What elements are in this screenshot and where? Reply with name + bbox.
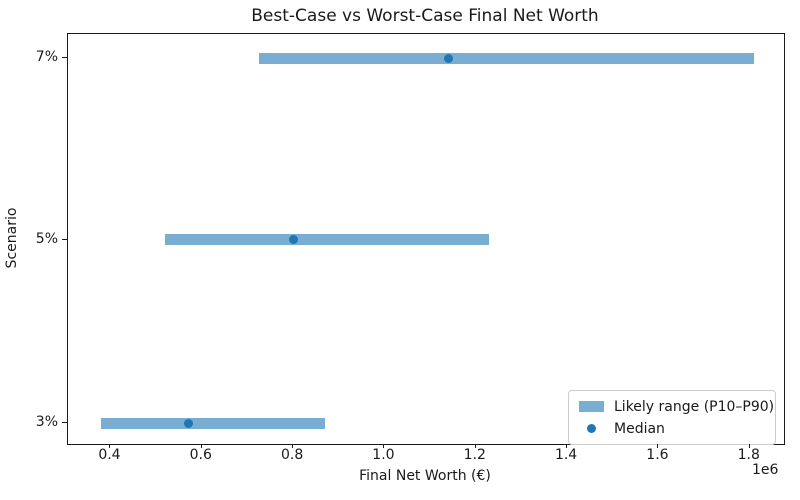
y-tick-label-7%: 7% — [35, 49, 58, 65]
x-tick-mark — [474, 444, 476, 448]
x-axis-label: Final Net Worth (€) — [359, 468, 491, 484]
legend: Likely range (P10–P90) Median — [568, 390, 776, 445]
x-tick-label-1.2: 1.2 — [463, 447, 486, 463]
legend-entry-median: Median — [579, 420, 765, 437]
median-dot-3% — [183, 418, 193, 428]
legend-range-swatch — [579, 401, 604, 412]
median-dot-7% — [443, 53, 453, 63]
legend-median-dot-cell — [579, 424, 604, 433]
y-tick-label-5%: 5% — [35, 230, 58, 247]
range-bar-5% — [165, 234, 490, 245]
x-tick-label-0.4: 0.4 — [98, 447, 121, 463]
legend-entry-range: Likely range (P10–P90) — [579, 398, 774, 415]
x-tick-label-0.8: 0.8 — [280, 447, 304, 463]
y-tick-mark — [62, 57, 67, 58]
legend-range-label: Likely range (P10–P90) — [614, 398, 775, 415]
x-tick-mark — [200, 444, 202, 448]
x-tick-mark — [292, 444, 294, 448]
x-tick-label-1.0: 1.0 — [372, 447, 395, 463]
median-dot-5% — [288, 235, 298, 244]
y-tick-label-3%: 3% — [35, 414, 58, 430]
x-tick-label-0.6: 0.6 — [189, 447, 212, 463]
legend-median-dot — [587, 424, 596, 433]
plot-area — [67, 33, 785, 445]
y-tick-mark — [62, 238, 67, 240]
x-tick-label-1.4: 1.4 — [554, 447, 578, 463]
x-tick-label-1.6: 1.6 — [646, 447, 669, 463]
x-tick-mark — [748, 444, 750, 448]
chart-title: Best-Case vs Worst-Case Final Net Worth — [251, 6, 599, 26]
x-tick-mark — [566, 444, 568, 448]
x-tick-mark — [657, 444, 659, 448]
range-bar-3% — [101, 417, 326, 429]
x-tick-mark — [109, 444, 111, 448]
x-tick-mark — [383, 444, 385, 448]
range-bar-7% — [258, 52, 755, 64]
legend-median-label: Median — [614, 420, 665, 437]
x-tick-label-1.8: 1.8 — [737, 447, 760, 463]
y-tick-mark — [62, 422, 67, 423]
x-axis-offset-label: 1e6 — [752, 462, 779, 478]
